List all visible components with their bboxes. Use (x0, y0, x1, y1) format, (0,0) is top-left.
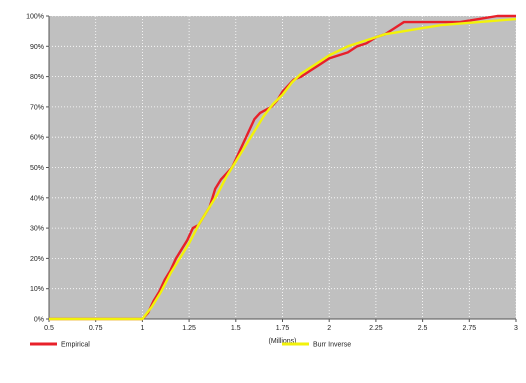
x-tick-label: 2.25 (369, 325, 383, 332)
x-tick-label: 1.25 (182, 325, 196, 332)
x-tick-label: 0.75 (89, 325, 103, 332)
y-tick-label: 90% (30, 44, 44, 51)
y-tick-label: 70% (30, 104, 44, 111)
y-tick-label: 0% (34, 317, 44, 324)
x-tick-label: 1 (140, 325, 144, 332)
x-tick-label: 2 (327, 325, 331, 332)
x-tick-label: 3 (514, 325, 518, 332)
x-tick-label: 1.75 (276, 325, 290, 332)
x-tick-label: 1.5 (231, 325, 241, 332)
y-tick-label: 10% (30, 286, 44, 293)
legend-label: Empirical (61, 342, 90, 349)
y-tick-label: 40% (30, 195, 44, 202)
series-layer (49, 14, 517, 321)
y-axis-ticks: 0% 10% 20% 30% 40% 50% 60% 70% 80% 90% 100% (26, 14, 49, 324)
x-tick-label: 2.75 (462, 325, 476, 332)
x-axis-ticks: 0.5 0.75 1 1.25 1.5 1.75 2 2.25 2.5 2.75 3 (44, 319, 518, 332)
y-tick-label: 60% (30, 135, 44, 142)
legend-label: Burr Inverse (313, 342, 351, 349)
y-tick-label: 50% (30, 165, 44, 172)
x-tick-label: 0.5 (44, 325, 54, 332)
y-tick-label: 80% (30, 74, 44, 81)
x-tick-label: 2.5 (418, 325, 428, 332)
y-tick-label: 20% (30, 256, 44, 263)
y-tick-label: 30% (30, 226, 44, 233)
series-line-burr-inverse (49, 17, 517, 321)
legend: Empirical Burr Inverse (30, 342, 351, 349)
y-tick-label: 100% (26, 14, 44, 21)
x-axis-title: (Millions) (269, 338, 297, 345)
